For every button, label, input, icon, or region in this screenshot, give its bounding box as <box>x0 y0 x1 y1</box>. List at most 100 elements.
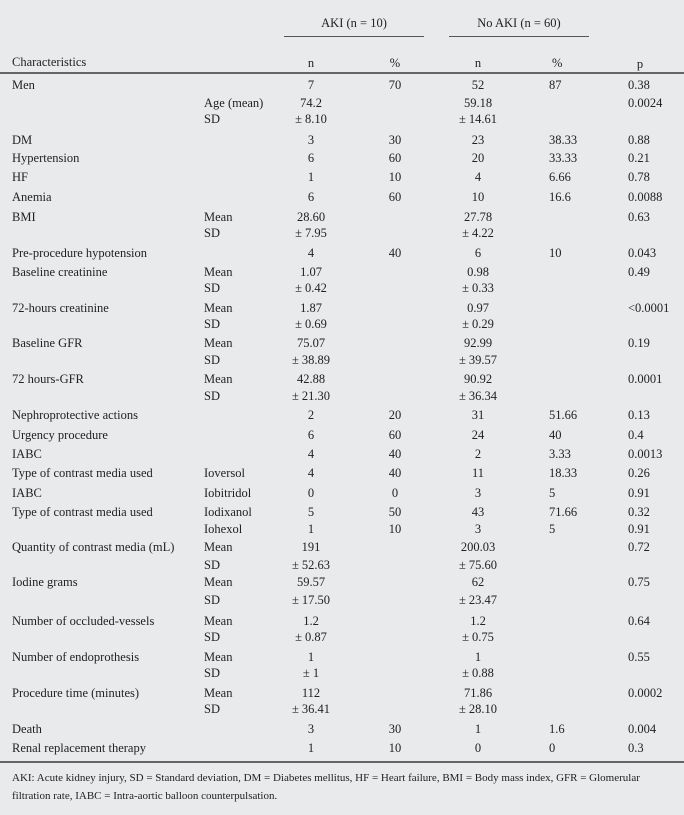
aki-n-cell: 112 <box>301 686 321 700</box>
noaki-pct-cell: 10 <box>549 246 562 260</box>
p-value-cell: 0.55 <box>628 650 650 664</box>
aki-n-cell: 75.07 <box>296 336 326 350</box>
row-sublabel: Age (mean) <box>204 96 264 110</box>
p-value-cell: 0.0002 <box>628 686 663 700</box>
noaki-n-cell: ± 75.60 <box>458 558 498 572</box>
row-sublabel: SD <box>204 281 220 295</box>
aki-n-cell: 191 <box>301 540 321 554</box>
noaki-n-cell: ± 0.88 <box>462 666 494 680</box>
row-label: Procedure time (minutes) <box>12 686 140 700</box>
row-sublabel: SD <box>204 558 220 572</box>
noaki-n-cell: 0 <box>474 741 482 755</box>
bottom-rule <box>0 761 684 763</box>
noaki-n-cell: 43 <box>471 505 485 519</box>
p-value-cell: 0.13 <box>628 408 650 422</box>
noaki-n-cell: ± 39.57 <box>458 353 498 367</box>
aki-pct-cell: 70 <box>388 78 402 92</box>
noaki-n-cell: 31 <box>471 408 485 422</box>
row-sublabel: Iodixanol <box>204 505 252 519</box>
aki-pct-cell: 0 <box>391 486 399 500</box>
aki-n-cell: 7 <box>307 78 315 92</box>
row-sublabel: Iohexol <box>204 522 243 536</box>
row-label: BMI <box>12 210 36 224</box>
noaki-n-cell: ± 0.29 <box>462 317 494 331</box>
aki-pct-cell: 10 <box>388 170 402 184</box>
noaki-pct-cell: 5 <box>549 486 556 500</box>
aki-n-cell: 1.87 <box>300 301 322 315</box>
noaki-n-cell: 59.18 <box>463 96 493 110</box>
p-value-cell: 0.88 <box>628 133 650 147</box>
aki-n-cell: ± 1 <box>302 666 320 680</box>
aki-n-cell: ± 7.95 <box>295 226 327 240</box>
row-sublabel: Mean <box>204 650 233 664</box>
noaki-n-cell: 23 <box>471 133 485 147</box>
row-label: Iodine grams <box>12 575 78 589</box>
row-label: IABC <box>12 486 42 500</box>
noaki-n-cell: 11 <box>471 466 485 480</box>
aki-pct-cell: 40 <box>388 466 402 480</box>
p-value-cell: 0.3 <box>628 741 644 755</box>
column-header-noaki-n: n <box>474 56 482 70</box>
group-underline-aki <box>284 36 424 37</box>
group-header-no-aki: No AKI (n = 60) <box>477 16 561 30</box>
aki-n-cell: 1.07 <box>300 265 322 279</box>
aki-pct-cell: 20 <box>388 408 402 422</box>
p-value-cell: <0.0001 <box>628 301 670 315</box>
p-value-cell: 0.26 <box>628 466 650 480</box>
noaki-pct-cell: 3.33 <box>549 447 571 461</box>
noaki-n-cell: 4 <box>474 170 482 184</box>
row-label: Renal replacement therapy <box>12 741 146 755</box>
p-value-cell: 0.0024 <box>628 96 663 110</box>
row-sublabel: SD <box>204 353 220 367</box>
p-value-cell: 0.0001 <box>628 372 663 386</box>
row-sublabel: Mean <box>204 686 233 700</box>
noaki-n-cell: 92.99 <box>463 336 493 350</box>
aki-n-cell: 1 <box>307 650 315 664</box>
header-rule <box>0 72 684 74</box>
aki-n-cell: ± 0.42 <box>295 281 327 295</box>
aki-n-cell: 0 <box>307 486 315 500</box>
p-value-cell: 0.32 <box>628 505 650 519</box>
row-label: Quantity of contrast media (mL) <box>12 540 175 554</box>
noaki-n-cell: ± 14.61 <box>458 112 498 126</box>
row-label: Type of contrast media used <box>12 505 153 519</box>
aki-n-cell: 6 <box>307 151 315 165</box>
noaki-n-cell: ± 0.75 <box>462 630 494 644</box>
noaki-n-cell: 10 <box>471 190 485 204</box>
row-label: Hypertension <box>12 151 80 165</box>
row-sublabel: SD <box>204 666 220 680</box>
aki-n-cell: 3 <box>307 722 315 736</box>
group-underline-no-aki <box>449 36 589 37</box>
aki-n-cell: 1 <box>307 741 315 755</box>
noaki-n-cell: 0.98 <box>467 265 489 279</box>
noaki-pct-cell: 71.66 <box>549 505 578 519</box>
noaki-n-cell: 2 <box>474 447 482 461</box>
row-label: Type of contrast media used <box>12 466 153 480</box>
row-label: Number of occluded-vessels <box>12 614 155 628</box>
row-label: 72-hours creatinine <box>12 301 109 315</box>
noaki-n-cell: 52 <box>471 78 485 92</box>
aki-pct-cell: 60 <box>388 428 402 442</box>
row-sublabel: Mean <box>204 614 233 628</box>
row-sublabel: SD <box>204 702 220 716</box>
noaki-pct-cell: 5 <box>549 522 556 536</box>
noaki-pct-cell: 0 <box>549 741 556 755</box>
noaki-n-cell: 200.03 <box>460 540 496 554</box>
group-header-aki: AKI (n = 10) <box>321 16 387 30</box>
aki-n-cell: 42.88 <box>296 372 326 386</box>
row-sublabel: SD <box>204 317 220 331</box>
p-value-cell: 0.043 <box>628 246 657 260</box>
aki-n-cell: 59.57 <box>296 575 326 589</box>
noaki-n-cell: ± 36.34 <box>458 389 498 403</box>
noaki-pct-cell: 33.33 <box>549 151 578 165</box>
noaki-n-cell: 20 <box>471 151 485 165</box>
row-sublabel: Mean <box>204 336 233 350</box>
noaki-pct-cell: 6.66 <box>549 170 571 184</box>
row-label: 72 hours-GFR <box>12 372 84 386</box>
column-header-p: p <box>636 57 644 71</box>
aki-n-cell: ± 21.30 <box>291 389 331 403</box>
column-header-noaki-pct: % <box>552 56 563 70</box>
row-sublabel: SD <box>204 630 220 644</box>
aki-pct-cell: 40 <box>388 246 402 260</box>
p-value-cell: 0.0013 <box>628 447 663 461</box>
